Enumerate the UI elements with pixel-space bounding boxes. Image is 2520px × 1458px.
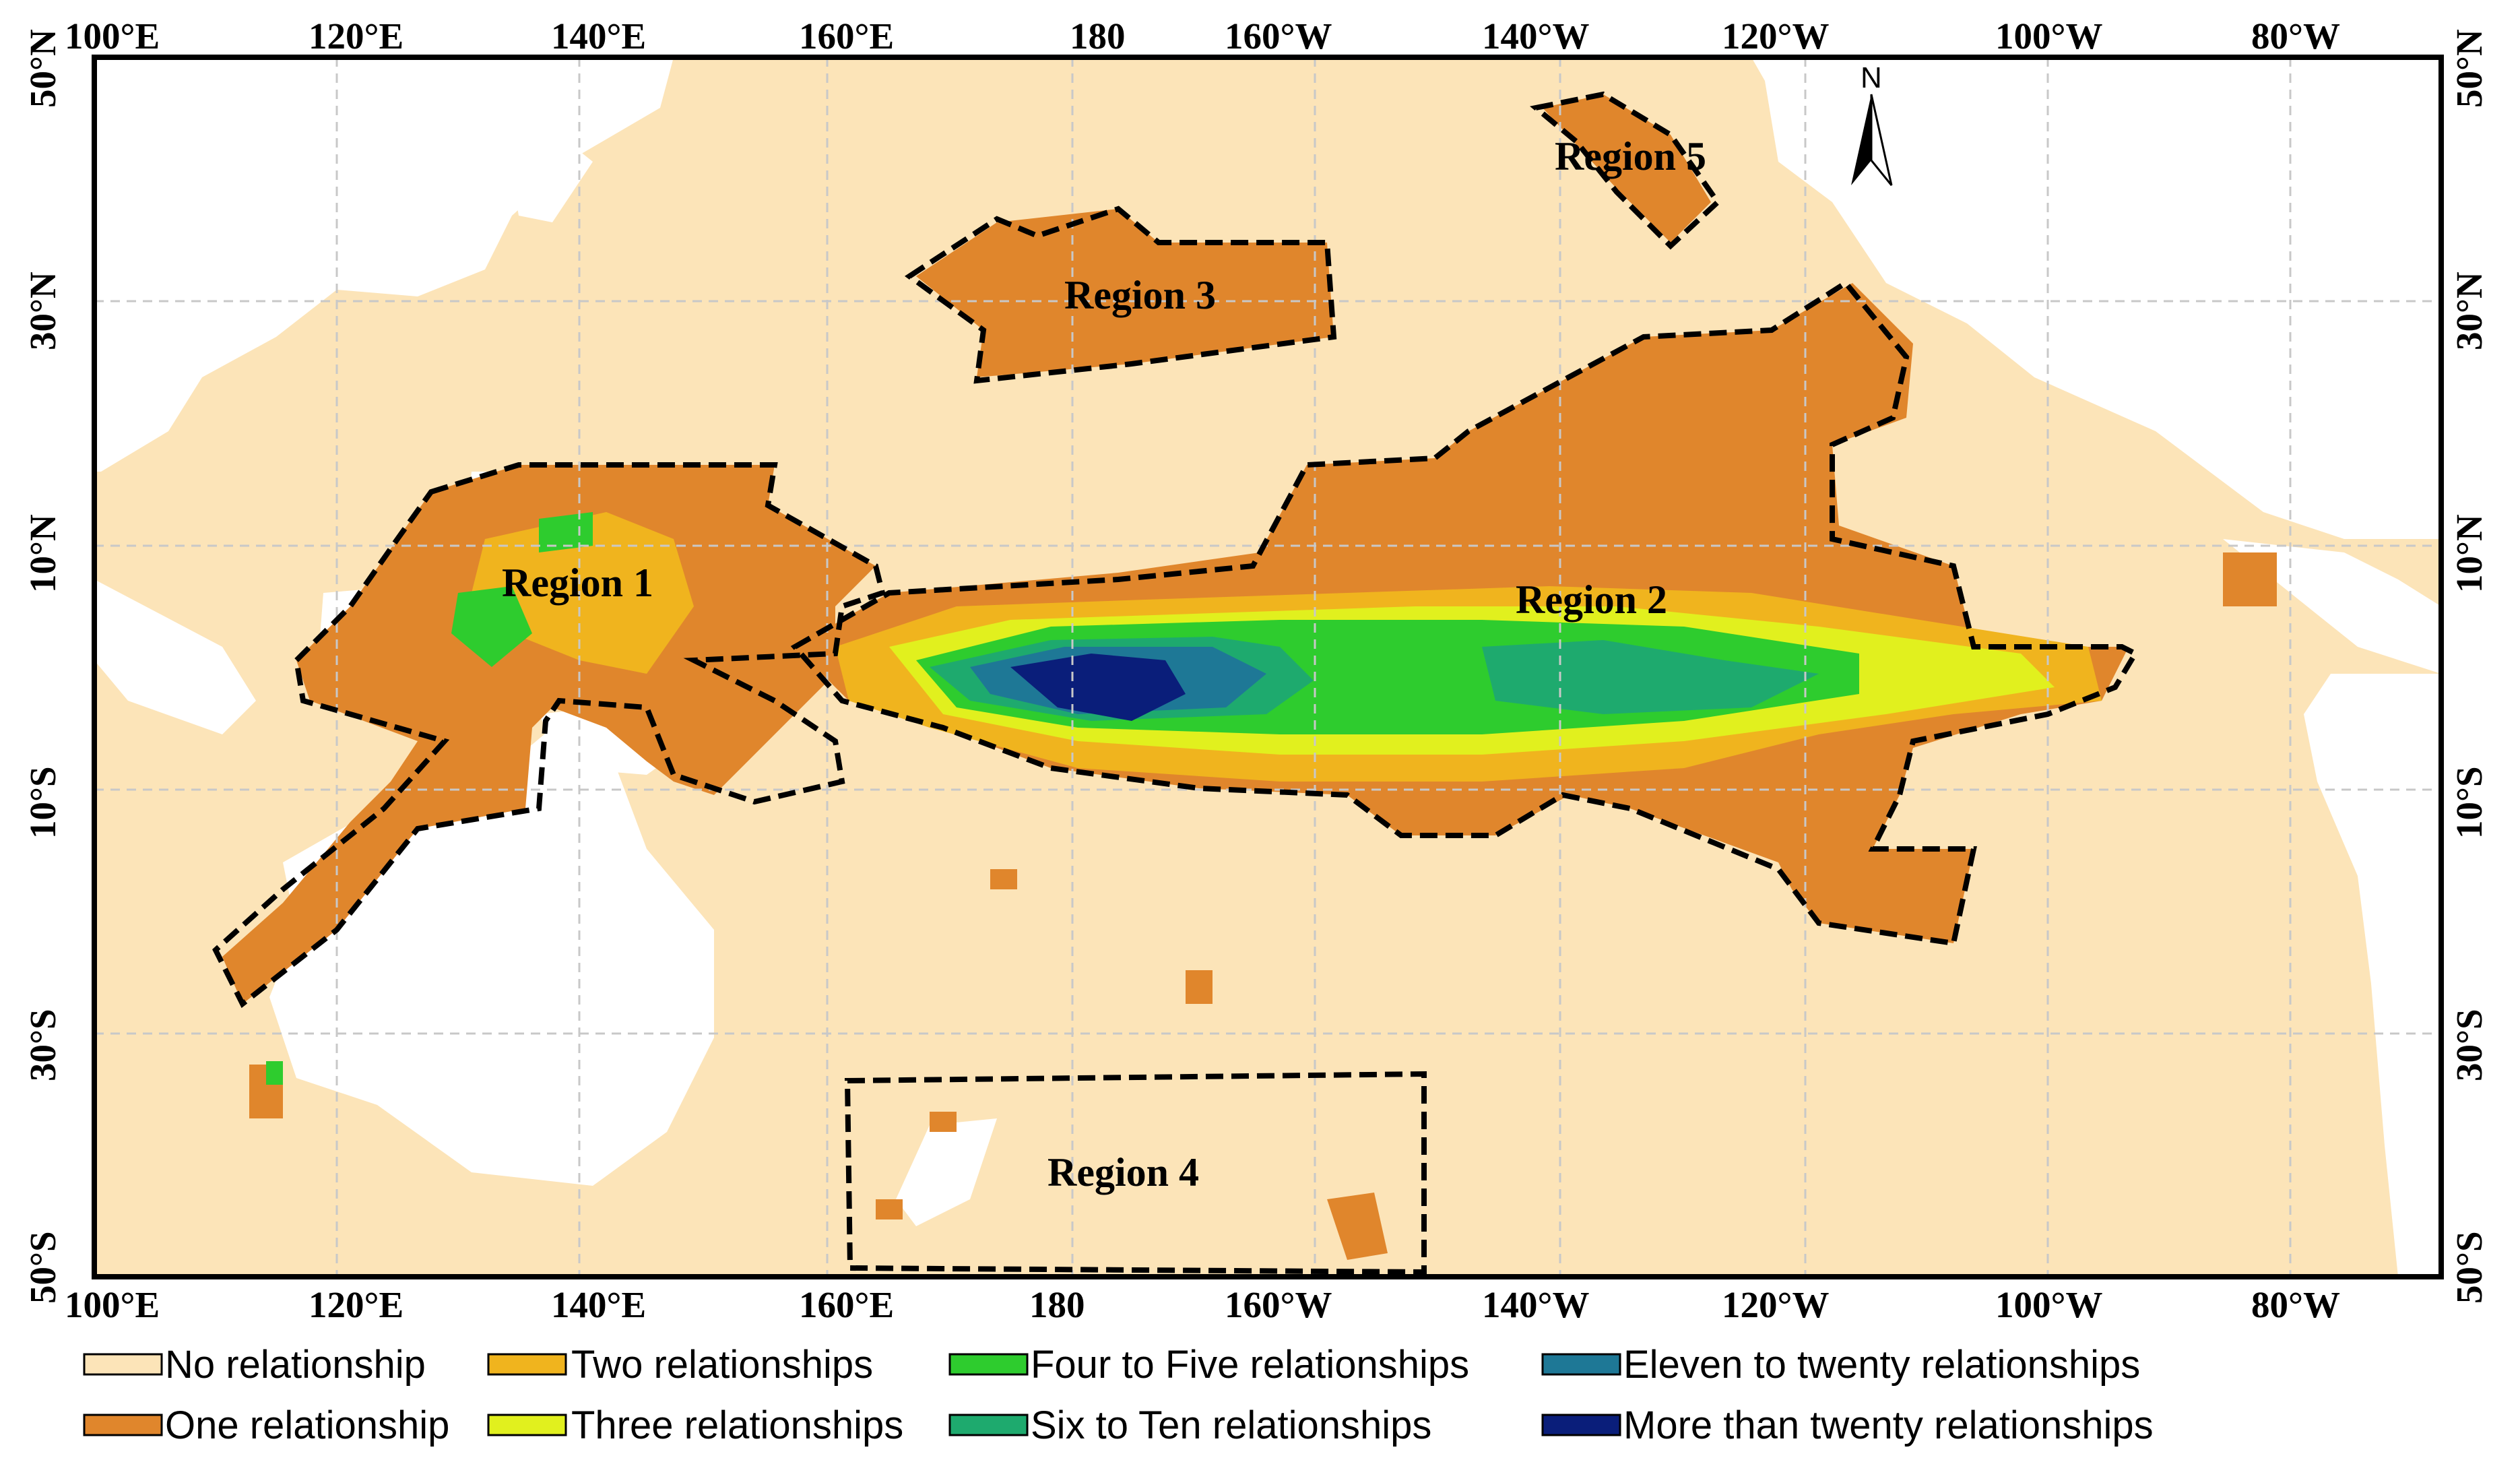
region-outlines xyxy=(212,91,2139,1275)
tick-bottom-lon-3: 160°E xyxy=(799,1284,894,1325)
region-labels: Region 1 Region 2 Region 3 Region 4 Regi… xyxy=(502,134,1706,1195)
north-arrow-label: N xyxy=(1861,61,1882,94)
legend-label-4: One relationship xyxy=(165,1403,449,1447)
tick-left-lat-1: 30°N xyxy=(22,272,63,350)
top-lon-ticks: 100°E 120°E 140°E 160°E 180 160°W 140°W … xyxy=(65,15,2340,57)
tick-top-lon-7: 120°W xyxy=(1722,15,1830,57)
south-america-land xyxy=(2304,674,2441,1277)
region2-twenty xyxy=(1010,654,1186,721)
legend-swatch-3 xyxy=(1541,1353,1621,1376)
region1-four xyxy=(451,586,532,667)
legend-label-2: Four to Five relationships xyxy=(1031,1343,1469,1387)
tick-top-lon-3: 160°E xyxy=(799,15,894,57)
region-label-4: Region 4 xyxy=(1047,1150,1199,1195)
legend-swatch-4 xyxy=(83,1414,163,1436)
region-label-1: Region 1 xyxy=(502,561,653,605)
left-lat-ticks: 50°N 30°N 10°N 10°S 30°S 50°S xyxy=(22,29,63,1304)
tick-top-lon-8: 100°W xyxy=(1995,15,2103,57)
tick-bottom-lon-8: 100°W xyxy=(1995,1284,2103,1325)
region5-field xyxy=(1543,94,1711,243)
tick-top-lon-4: 180 xyxy=(1070,15,1126,57)
tick-top-lon-2: 140°E xyxy=(551,15,646,57)
tick-right-lat-5: 50°S xyxy=(2449,1231,2490,1304)
tick-top-lon-9: 80°W xyxy=(2251,15,2340,57)
region4-spot-c xyxy=(876,1199,903,1219)
region3-field xyxy=(916,209,1334,377)
tick-bottom-lon-1: 120°E xyxy=(309,1284,403,1325)
region2-six-b xyxy=(1482,640,1819,714)
scatter-spot-3 xyxy=(1186,970,1213,1004)
region-label-5: Region 5 xyxy=(1555,134,1706,179)
tick-top-lon-5: 160°W xyxy=(1225,15,1332,57)
region1-outline xyxy=(212,462,886,1009)
new-zealand-land xyxy=(896,1118,997,1226)
tick-bottom-lon-7: 120°W xyxy=(1722,1284,1830,1325)
region1-field xyxy=(222,465,876,1004)
tick-right-lat-3: 10°S xyxy=(2449,766,2490,839)
legend-label-7: More than twenty relationships xyxy=(1623,1403,2154,1447)
map-frame xyxy=(92,55,2444,1279)
legend-label-1: Two relationships xyxy=(571,1343,873,1387)
tick-left-lat-4: 30°S xyxy=(22,1009,63,1081)
graticule xyxy=(94,57,2441,1277)
tick-bottom-lon-9: 80°W xyxy=(2251,1284,2340,1325)
tick-left-lat-2: 10°N xyxy=(22,514,63,593)
region4-outline xyxy=(844,1071,1427,1275)
bottom-lon-ticks: 100°E 120°E 140°E 160°E 180 160°W 140°W … xyxy=(65,1284,2340,1325)
region2-outline xyxy=(790,279,2139,947)
legend-label-3: Eleven to twenty relationships xyxy=(1623,1343,2140,1387)
legend: No relationship Two relationships Four t… xyxy=(83,1343,2154,1447)
tick-top-lon-1: 120°E xyxy=(309,15,403,57)
tick-bottom-lon-2: 140°E xyxy=(551,1284,646,1325)
japan-land xyxy=(512,135,593,222)
tick-left-lat-3: 10°S xyxy=(22,766,63,839)
central-america-land xyxy=(2223,539,2441,674)
region-label-3: Region 3 xyxy=(1064,273,1216,317)
tick-right-lat-2: 10°N xyxy=(2449,514,2490,593)
tick-bottom-lon-4: 180 xyxy=(1029,1284,1085,1325)
tick-right-lat-1: 30°N xyxy=(2449,272,2490,350)
region4-spot-a xyxy=(1327,1193,1388,1260)
region-label-2: Region 2 xyxy=(1516,577,1667,622)
legend-swatch-2 xyxy=(948,1353,1029,1376)
region5-outline xyxy=(1530,91,1722,250)
legend-swatch-0 xyxy=(83,1353,163,1376)
legend-label-5: Three relationships xyxy=(571,1403,903,1447)
tick-right-lat-4: 30°S xyxy=(2449,1009,2490,1081)
legend-swatch-6 xyxy=(948,1414,1029,1436)
north-america-land xyxy=(1751,57,2441,539)
region3-outline xyxy=(904,205,1337,384)
legend-swatch-1 xyxy=(487,1353,567,1376)
tick-bottom-lon-0: 100°E xyxy=(65,1284,160,1325)
right-lat-ticks: 50°N 30°N 10°N 10°S 30°S 50°S xyxy=(2449,29,2490,1304)
tick-left-lat-0: 50°N xyxy=(22,29,63,108)
scatter-spot-2 xyxy=(990,869,1017,889)
tick-top-lon-0: 100°E xyxy=(65,15,160,57)
scatter-spot-4 xyxy=(2223,552,2277,606)
north-arrow-icon: N xyxy=(1851,61,1893,186)
legend-swatch-7 xyxy=(1541,1414,1621,1436)
tick-top-lon-6: 140°W xyxy=(1482,15,1590,57)
tick-right-lat-0: 50°N xyxy=(2449,29,2490,108)
legend-label-6: Six to Ten relationships xyxy=(1031,1403,1431,1447)
tick-bottom-lon-5: 160°W xyxy=(1225,1284,1332,1325)
tick-left-lat-5: 50°S xyxy=(22,1231,63,1304)
region4-spot-b xyxy=(930,1112,957,1132)
sumatra-land xyxy=(94,579,256,734)
scatter-spot-1b xyxy=(266,1061,283,1085)
tick-bottom-lon-6: 140°W xyxy=(1482,1284,1590,1325)
legend-label-0: No relationship xyxy=(165,1343,426,1387)
legend-swatch-5 xyxy=(487,1414,567,1436)
